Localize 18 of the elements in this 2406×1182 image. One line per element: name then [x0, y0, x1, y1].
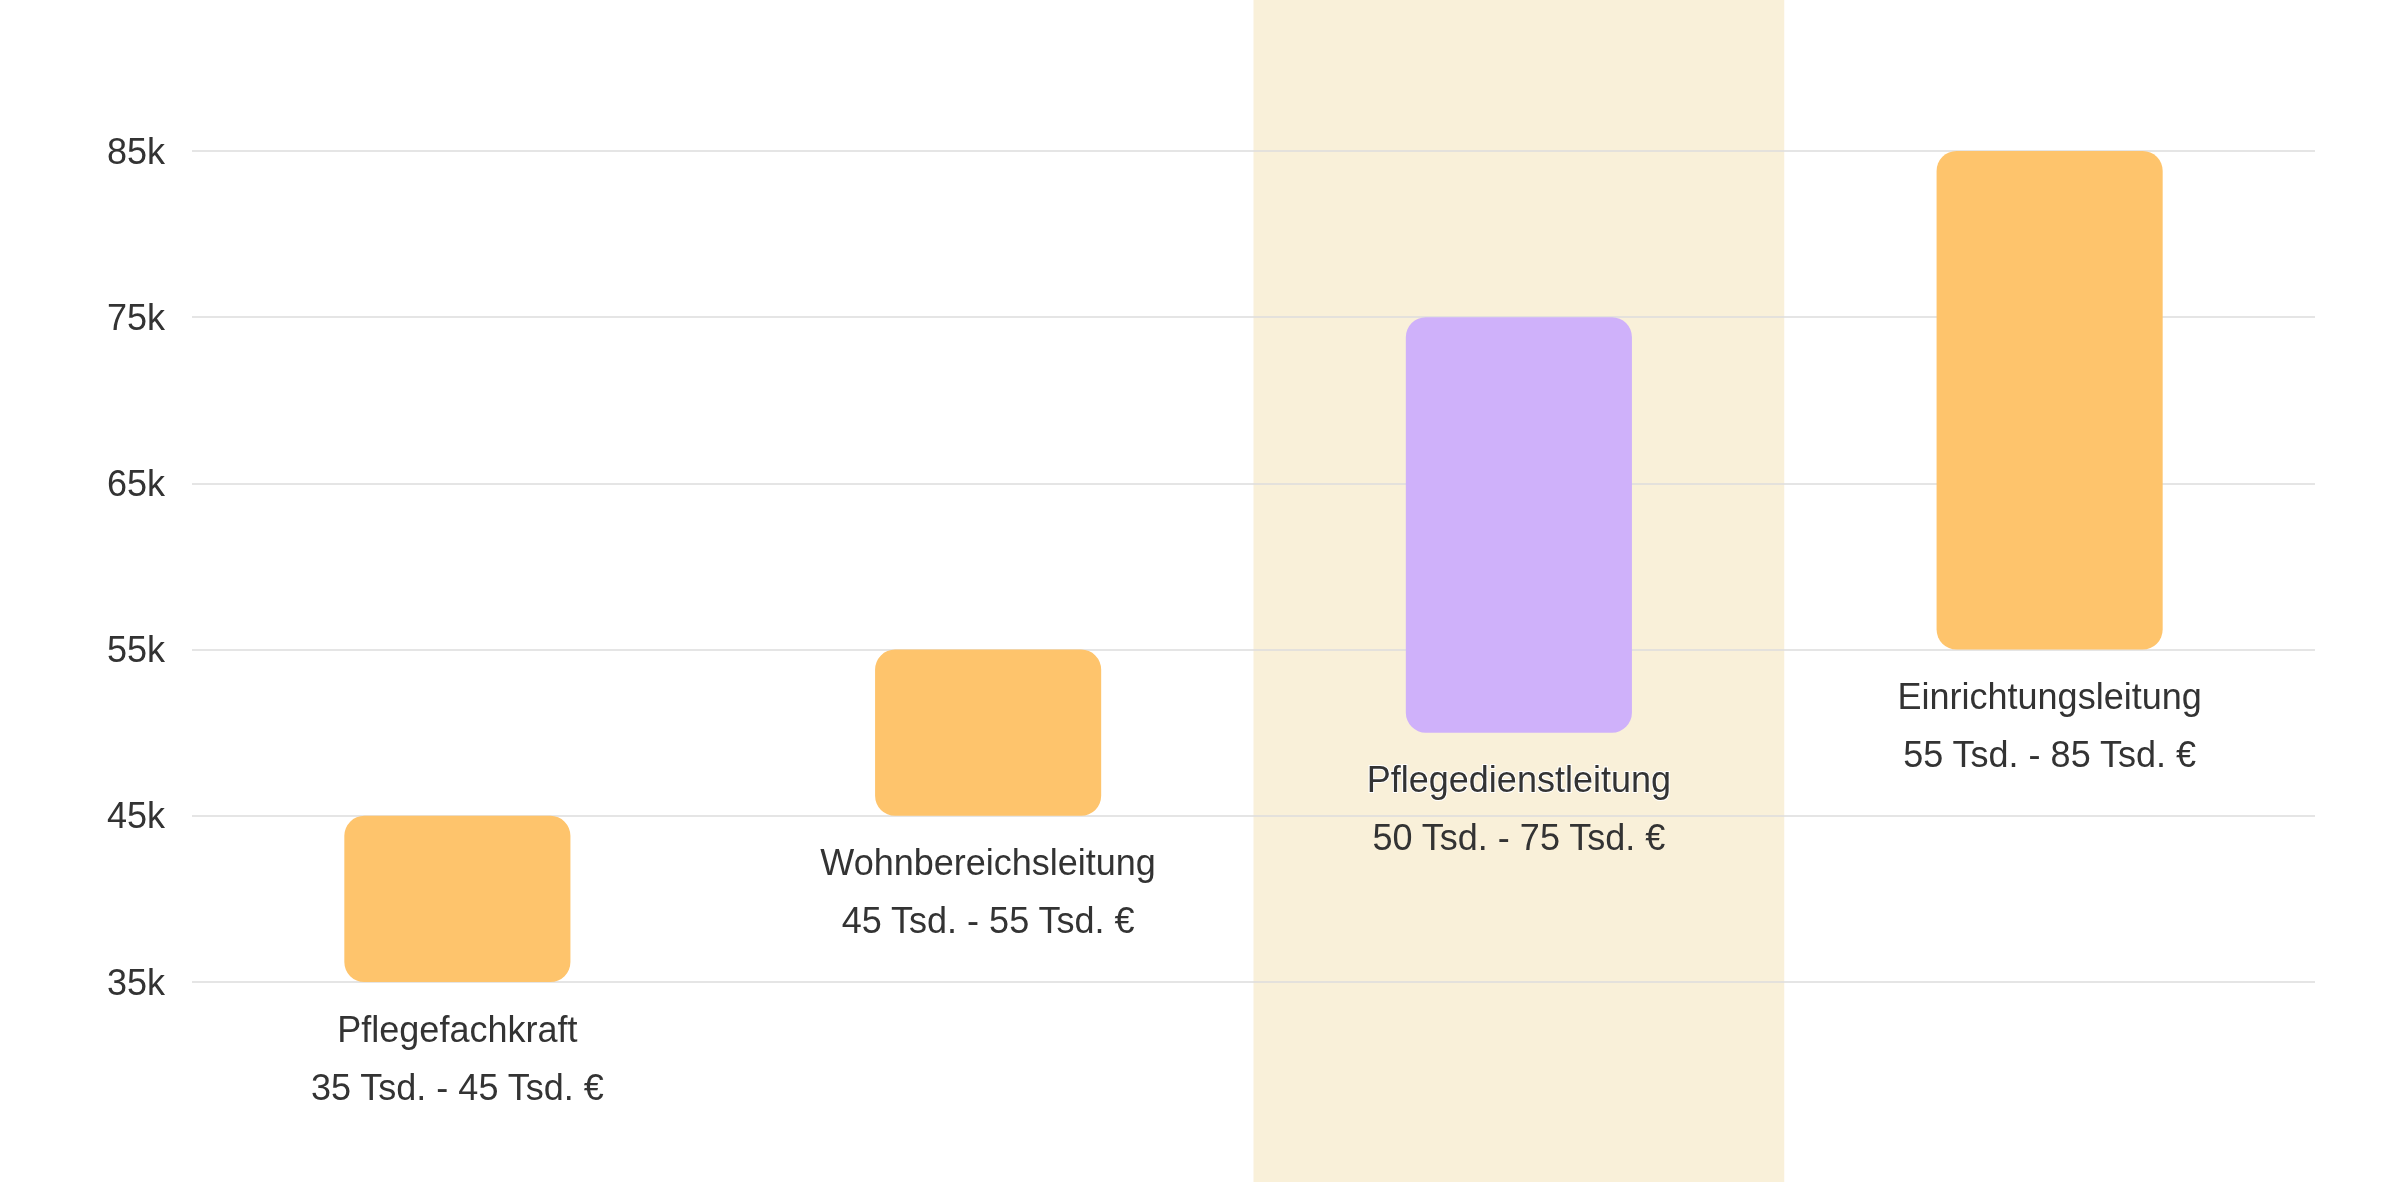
y-tick-label: 85k: [106, 130, 166, 172]
x-tick-label: Pflegedienstleitung: [1366, 759, 1671, 801]
annotation: 45 Tsd. - 55 Tsd. €: [841, 900, 1135, 942]
y-tick-label: 45k: [106, 795, 166, 837]
annotation: 55 Tsd. - 85 Tsd. €: [1903, 734, 2197, 776]
bar: [1936, 151, 2163, 650]
y-tick-label: 55k: [106, 629, 166, 671]
y-tick-label: 75k: [106, 296, 166, 338]
x-tick-label: Pflegefachkraft: [337, 1008, 578, 1050]
annotation: 50 Tsd. - 75 Tsd. €: [1372, 817, 1666, 859]
annotation: 35 Tsd. - 45 Tsd. €: [310, 1066, 604, 1108]
bar: [344, 815, 571, 982]
bar: [875, 649, 1102, 816]
x-tick-label: Einrichtungsleitung: [1897, 676, 2202, 718]
y-tick-label: 65k: [106, 462, 166, 504]
y-tick-label: 35k: [106, 961, 166, 1003]
x-tick-label: Wohnbereichsleitung: [820, 842, 1156, 884]
bar: [1405, 317, 1632, 733]
